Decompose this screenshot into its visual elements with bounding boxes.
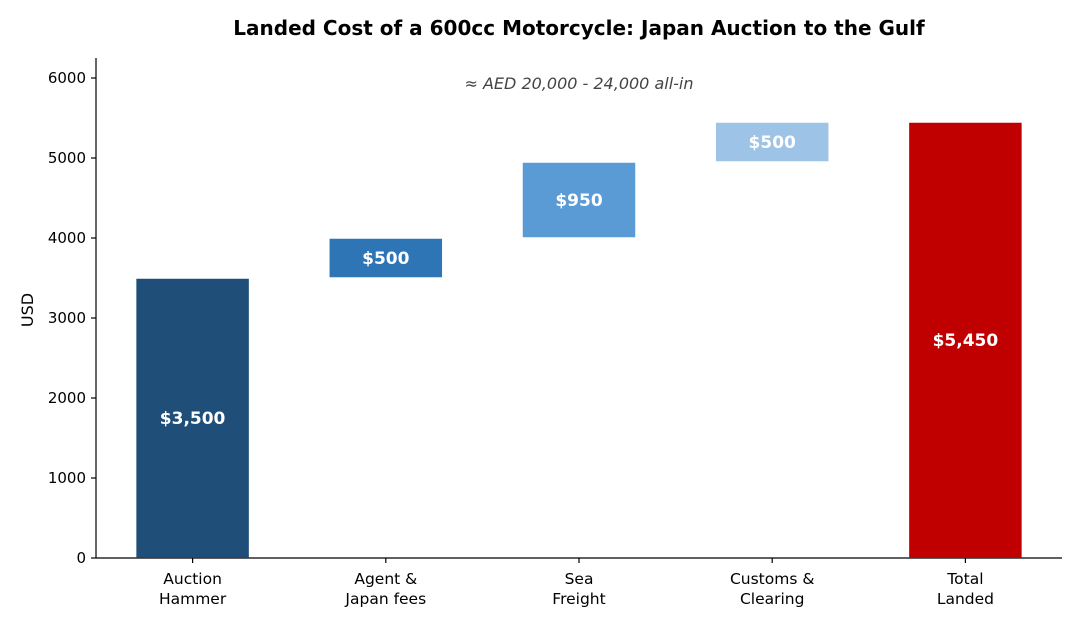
bar-4: [907, 121, 1024, 559]
x-tick-label-0: Auction Hammer: [159, 570, 227, 608]
bar-value-label-3: $500: [749, 133, 796, 153]
x-tick-label-4: Total Landed: [937, 570, 994, 608]
y-tick-label-6: 6000: [48, 69, 86, 87]
y-tick-label-1: 1000: [48, 469, 86, 487]
bar-2: [521, 161, 637, 239]
bar-value-label-2: $950: [555, 191, 602, 211]
bar-labels-group: $3,500 $500 $950 $500 $5,450: [160, 133, 999, 429]
bar-0: [134, 277, 251, 559]
bar-3: [714, 121, 830, 163]
bar-1: [328, 237, 444, 279]
y-tick-label-4: 4000: [48, 229, 86, 247]
bar-value-label-1: $500: [362, 249, 409, 269]
bar-value-label-4: $5,450: [933, 331, 999, 351]
x-tick-label-2: Sea Freight: [552, 570, 605, 608]
x-axis: Auction Hammer Agent & Japan fees Sea Freight…: [96, 557, 1062, 608]
y-tick-label-3: 3000: [48, 309, 86, 327]
y-axis: 0 1000 2000 3000 4000 5000 6000: [48, 58, 97, 567]
bar-value-label-0: $3,500: [160, 409, 226, 429]
y-axis-label: USD: [18, 293, 37, 327]
bars-group: [134, 121, 1024, 559]
y-tick-label-2: 2000: [48, 389, 86, 407]
chart-annotation: ≈ AED 20,000 - 24,000 all-in: [464, 74, 693, 93]
x-tick-label-3: Customs & Clearing: [730, 570, 814, 608]
y-tick-label-5: 5000: [48, 149, 86, 167]
chart-title: Landed Cost of a 600cc Motorcycle: Japan…: [233, 16, 925, 40]
y-tick-label-0: 0: [76, 549, 86, 567]
x-tick-label-1: Agent & Japan fees: [344, 570, 426, 608]
